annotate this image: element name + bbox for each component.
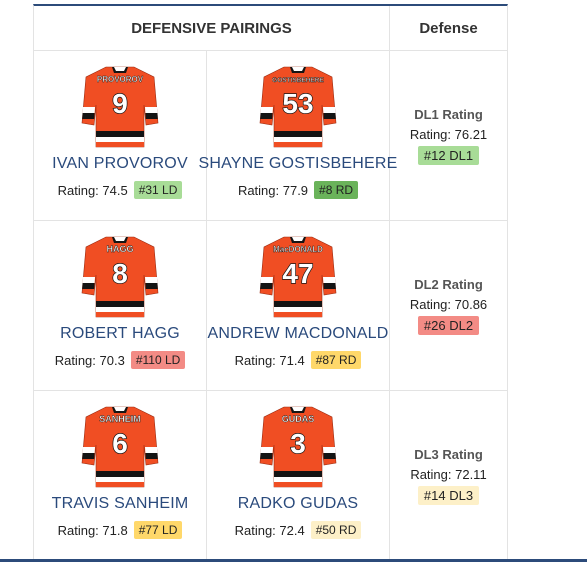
player-rating: Rating: 74.5 #31 LD	[58, 181, 183, 199]
line-rating-value: Rating: 72.11	[410, 466, 487, 482]
rank-badge: #87 RD	[310, 351, 362, 369]
line-rating-value: Rating: 76.21	[409, 126, 488, 142]
jersey-icon: SANHEIM 6	[80, 403, 160, 489]
player-card: SANHEIM 6 TRAVIS SANHEIM Rating: 71.8 #77…	[34, 391, 207, 560]
defense-line-summary: DL3 Rating Rating: 72.11 #14 DL3	[390, 391, 507, 560]
svg-text:8: 8	[112, 258, 128, 289]
svg-text:SANHEIM: SANHEIM	[99, 414, 141, 424]
player-name-link[interactable]: IVAN PROVOROV	[52, 155, 188, 172]
line-rank-badge: #12 DL1	[417, 145, 480, 165]
defense-line-summary: DL1 Rating Rating: 76.21 #12 DL1	[390, 51, 507, 220]
player-rating: Rating: 71.4 #87 RD	[235, 351, 362, 369]
rating-text: Rating: 74.5	[57, 182, 128, 198]
player-card: GUDAS 3 RADKO GUDAS Rating: 72.4 #50 RD	[207, 391, 390, 560]
jersey-icon: PROVOROV 9	[80, 63, 160, 149]
rank-badge: #31 LD	[133, 181, 183, 199]
svg-text:MacDONALD: MacDONALD	[273, 245, 323, 254]
defense-line-summary: DL2 Rating Rating: 70.86 #26 DL2	[390, 221, 507, 390]
svg-text:53: 53	[282, 88, 313, 119]
player-rating: Rating: 72.4 #50 RD	[235, 521, 362, 539]
svg-text:PROVOROV: PROVOROV	[97, 75, 144, 84]
pairing-row-2: HAGG 8 ROBERT HAGG Rating: 70.3 #110 LD M…	[34, 221, 507, 391]
line-rating-value: Rating: 70.86	[409, 296, 488, 312]
jersey-icon: HAGG 8	[80, 233, 160, 319]
player-name-link[interactable]: ROBERT HAGG	[60, 325, 180, 342]
jersey-icon: MacDONALD 47	[258, 233, 338, 319]
svg-text:6: 6	[112, 428, 128, 459]
player-name-link[interactable]: SHAYNE GOSTISBEHERE	[198, 155, 398, 172]
player-card: MacDONALD 47 ANDREW MACDONALD Rating: 71.…	[207, 221, 390, 390]
line-rating-title: DL3 Rating	[414, 446, 483, 462]
player-card: PROVOROV 9 IVAN PROVOROV Rating: 74.5 #31…	[34, 51, 207, 220]
pairing-row-3: SANHEIM 6 TRAVIS SANHEIM Rating: 71.8 #77…	[34, 391, 507, 561]
player-card: GOSTISBEHERE 53 SHAYNE GOSTISBEHERE Ratin…	[198, 51, 397, 220]
rank-badge: #50 RD	[310, 521, 362, 539]
line-rank-badge: #14 DL3	[417, 485, 480, 505]
bottom-divider	[0, 559, 587, 562]
jersey-icon: GUDAS 3	[258, 403, 338, 489]
line-rating-title: DL1 Rating	[414, 106, 483, 122]
player-rating: Rating: 70.3 #110 LD	[55, 351, 186, 369]
jersey-icon: GOSTISBEHERE 53	[258, 63, 338, 149]
rating-text: Rating: 72.4	[234, 522, 305, 538]
player-name-link[interactable]: ANDREW MACDONALD	[207, 325, 389, 342]
svg-text:47: 47	[282, 258, 313, 289]
pairings-header: DEFENSIVE PAIRINGS	[34, 6, 390, 51]
rating-text: Rating: 77.9	[237, 182, 309, 198]
svg-text:GOSTISBEHERE: GOSTISBEHERE	[272, 77, 324, 84]
player-rating: Rating: 77.9 #8 RD	[237, 181, 359, 199]
rank-badge: #110 LD	[130, 351, 186, 369]
rating-text: Rating: 71.8	[57, 522, 128, 538]
defensive-pairings-table: DEFENSIVE PAIRINGS Defense PROVOROV 9 IVA…	[33, 4, 508, 562]
rank-badge: #8 RD	[314, 181, 359, 199]
rank-badge: #77 LD	[133, 521, 183, 539]
line-rating-title: DL2 Rating	[414, 276, 483, 292]
rating-text: Rating: 70.3	[54, 352, 125, 368]
line-rank-badge: #26 DL2	[417, 315, 480, 335]
pairing-row-1: PROVOROV 9 IVAN PROVOROV Rating: 74.5 #31…	[34, 51, 507, 221]
svg-text:HAGG: HAGG	[107, 244, 134, 254]
player-name-link[interactable]: TRAVIS SANHEIM	[51, 495, 189, 512]
defense-header: Defense	[390, 6, 507, 51]
player-card: HAGG 8 ROBERT HAGG Rating: 70.3 #110 LD	[34, 221, 207, 390]
player-rating: Rating: 71.8 #77 LD	[58, 521, 183, 539]
svg-text:9: 9	[112, 88, 128, 119]
rating-text: Rating: 71.4	[234, 352, 305, 368]
svg-text:3: 3	[290, 428, 306, 459]
svg-text:GUDAS: GUDAS	[282, 414, 315, 424]
player-name-link[interactable]: RADKO GUDAS	[237, 495, 359, 512]
